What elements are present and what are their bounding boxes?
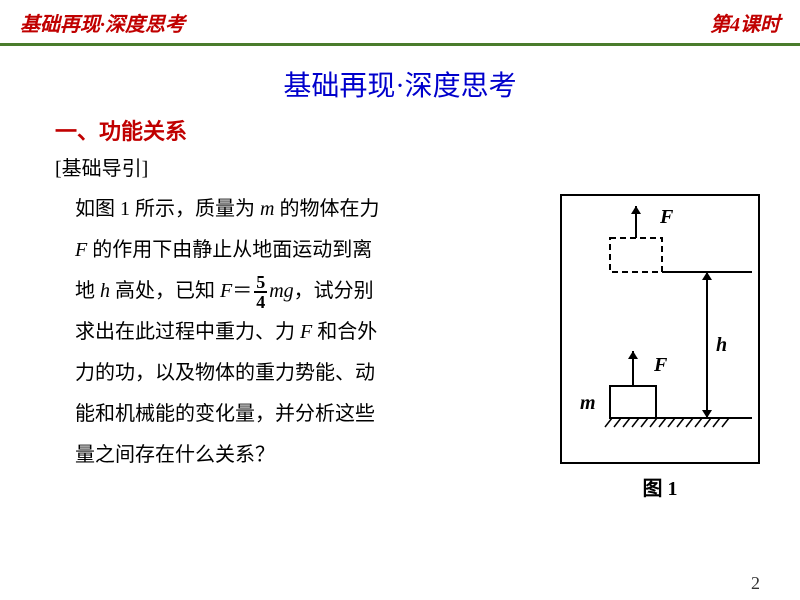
t: 高处，已知: [110, 280, 220, 302]
section-heading: 一、功能关系: [55, 114, 800, 146]
t: 如图 1 所示，质量为: [75, 198, 260, 220]
t: ，试分别: [294, 280, 374, 302]
slide-title: 基础再现·深度思考: [0, 64, 800, 104]
frac-num: 5: [254, 273, 267, 293]
t: ＝: [232, 280, 252, 302]
t: 的物体在力: [274, 198, 379, 220]
t: 地: [75, 280, 100, 302]
t: 和合外: [312, 321, 377, 343]
t: 力的功，以及物体的重力势能、动: [75, 362, 375, 384]
var-mg: mg: [269, 280, 293, 302]
t: 的作用下由静止从地面运动到离: [87, 239, 372, 261]
label-F-top: F: [660, 206, 673, 229]
header-right: 第4课时: [710, 8, 780, 37]
var-F: F: [75, 239, 87, 261]
t: 能和机械能的变化量，并分析这些: [75, 403, 375, 425]
var-F: F: [300, 321, 312, 343]
figure-caption: 图 1: [560, 472, 760, 501]
page-number: 2: [751, 573, 760, 594]
label-h: h: [716, 334, 727, 357]
fraction: 54: [254, 273, 267, 311]
header-left: 基础再现·深度思考: [20, 8, 185, 37]
figure-1: F F h m: [560, 194, 760, 464]
var-h: h: [100, 280, 110, 302]
guide-label: [基础导引]: [55, 152, 800, 181]
problem-text: 如图 1 所示，质量为 m 的物体在力 F 的作用下由静止从地面运动到离 地 h…: [75, 189, 540, 501]
frac-den: 4: [254, 293, 267, 311]
t: 量之间存在什么关系？: [75, 444, 275, 466]
var-m: m: [260, 198, 274, 220]
t: 求出在此过程中重力、力: [75, 321, 300, 343]
label-m: m: [580, 392, 596, 415]
var-F: F: [220, 280, 232, 302]
label-F-bot: F: [654, 354, 667, 377]
